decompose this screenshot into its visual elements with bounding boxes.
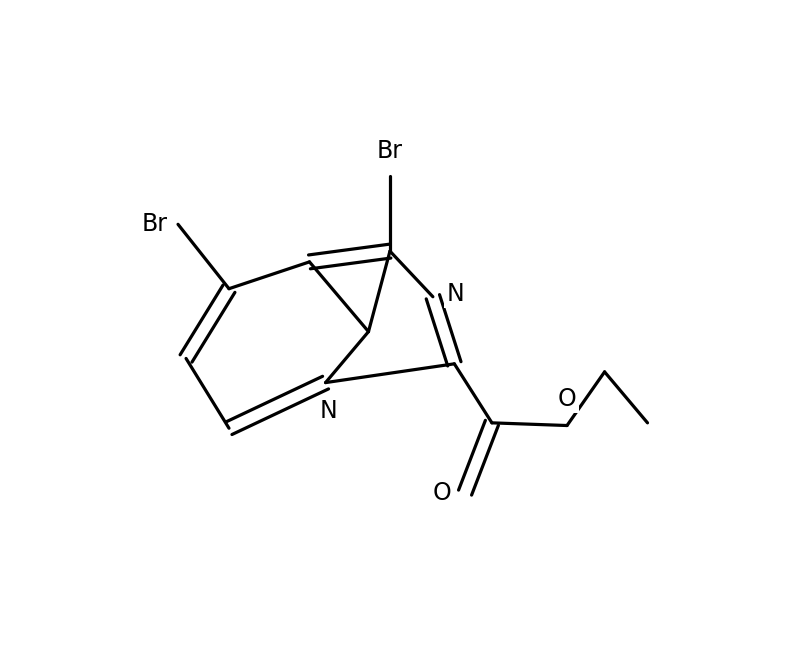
Text: O: O xyxy=(433,481,452,504)
Text: N: N xyxy=(319,399,337,423)
Text: O: O xyxy=(558,387,576,410)
Text: Br: Br xyxy=(141,213,167,236)
Text: Br: Br xyxy=(377,138,403,163)
Text: N: N xyxy=(446,282,464,306)
